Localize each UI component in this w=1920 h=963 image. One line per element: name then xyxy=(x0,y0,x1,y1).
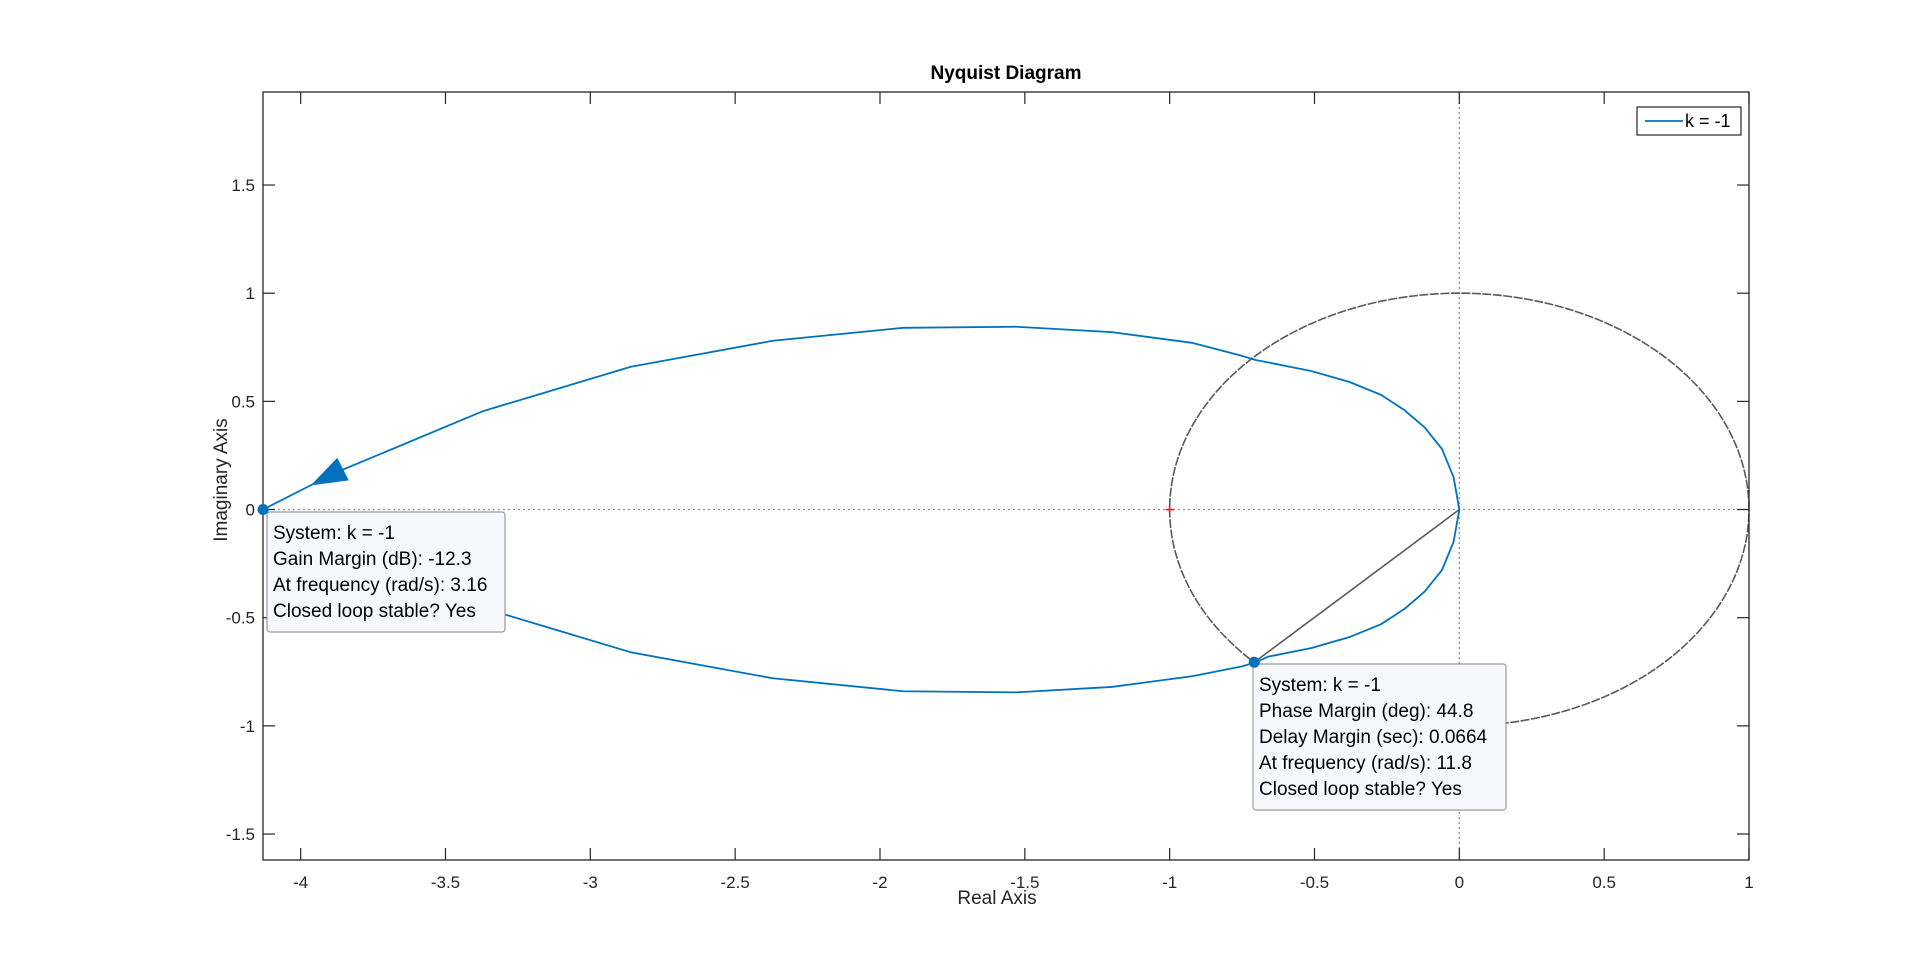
axes-layer: -4 -3.5 -3 -2.5 -2 -1.5 -1 -0.5 0 0.5 1 -1.5 -1 -0.5 0… xyxy=(226,91,1754,892)
y-tick-label: 0.5 xyxy=(231,392,255,411)
axes-box xyxy=(262,91,1750,861)
x-tick-label: -3.5 xyxy=(431,873,460,892)
phase-margin-datatip[interactable]: System: k = -1 Phase Margin (deg): 44.8 De… xyxy=(1248,656,1507,811)
datatip-box xyxy=(266,511,506,633)
y-tick-label: 0 xyxy=(246,501,255,520)
x-tick-label: 0.5 xyxy=(1592,873,1616,892)
critical-point-marker xyxy=(1165,505,1174,514)
datatip-line: Gain Margin (dB): -12.3 xyxy=(273,549,472,570)
x-tick-label: -1 xyxy=(1162,873,1177,892)
datatip-layer: System: k = -1 Gain Margin (dB): -12.3 At … xyxy=(257,504,1507,811)
x-tick-label: -2 xyxy=(872,873,887,892)
x-tick-label: -3 xyxy=(583,873,598,892)
y-tick-label: 1 xyxy=(246,284,255,303)
x-tick-label: -2.5 xyxy=(721,873,750,892)
chart-title: Nyquist Diagram xyxy=(931,63,1082,84)
x-tick-label: 0 xyxy=(1455,873,1464,892)
x-tick-label: -1.5 xyxy=(1010,873,1039,892)
x-tick-label: -4 xyxy=(293,873,308,892)
y-tick-label: -1 xyxy=(240,717,255,736)
x-axis-label: Real Axis xyxy=(957,888,1036,909)
y-tick-label: -1.5 xyxy=(226,825,255,844)
datatip-line: Closed loop stable? Yes xyxy=(1259,779,1462,800)
datatip-marker[interactable] xyxy=(257,504,269,516)
legend-box xyxy=(1636,106,1742,136)
x-tick-label: -0.5 xyxy=(1300,873,1329,892)
phase-margin-line xyxy=(1253,508,1460,663)
x-tick-label: 1 xyxy=(1744,873,1753,892)
y-axis-label: Imaginary Axis xyxy=(211,418,232,542)
legend-entry-label: k = -1 xyxy=(1685,111,1731,131)
y-tick-label: -0.5 xyxy=(226,609,255,628)
datatip-line: System: k = -1 xyxy=(273,523,395,544)
direction-arrow xyxy=(310,457,349,486)
datatip-line: Phase Margin (deg): 44.8 xyxy=(1259,701,1473,722)
datatip-line: At frequency (rad/s): 3.16 xyxy=(273,575,487,596)
legend[interactable]: k = -1 xyxy=(1636,106,1742,136)
gain-margin-datatip[interactable]: System: k = -1 Gain Margin (dB): -12.3 At … xyxy=(257,504,506,633)
y-tick-label: 1.5 xyxy=(231,176,255,195)
datatip-line: Delay Margin (sec): 0.0664 xyxy=(1259,727,1488,748)
datatip-line: At frequency (rad/s): 11.8 xyxy=(1259,753,1472,774)
datatip-line: System: k = -1 xyxy=(1259,675,1381,696)
datatip-line: Closed loop stable? Yes xyxy=(273,601,476,622)
datatip-marker[interactable] xyxy=(1248,656,1260,668)
plot-area xyxy=(263,92,1749,860)
datatip-box xyxy=(1252,663,1507,811)
